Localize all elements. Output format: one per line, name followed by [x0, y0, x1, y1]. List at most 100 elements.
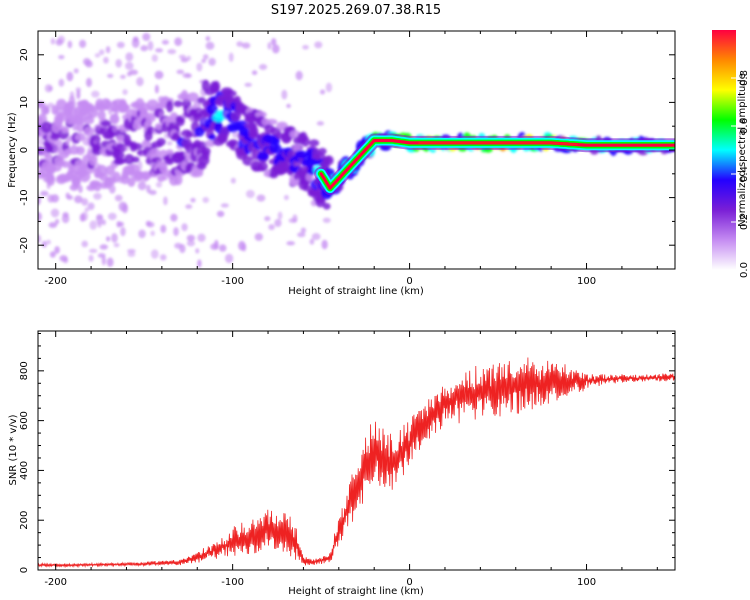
snr-frame [37, 330, 676, 571]
spectrogram-noise-cell [325, 82, 333, 93]
spectrogram-cell [324, 155, 334, 166]
spectrogram-noise-cell [50, 194, 60, 203]
spectrogram-noise-cell [245, 189, 255, 199]
spectrogram-noise-cell [160, 163, 167, 168]
spectrogram-noise-cell [38, 137, 45, 146]
spectrogram-noise-cell [316, 121, 325, 126]
spectrogram-cell [182, 98, 192, 109]
spectrogram-noise-cell [106, 257, 114, 268]
spectrogram-cell [168, 122, 180, 134]
spectrogram-cell [197, 96, 206, 104]
spectrogram-noise-cell [201, 58, 206, 64]
spectrogram-cell [132, 143, 143, 150]
spectrogram-noise-cell [154, 84, 159, 94]
spectrogram-noise-cell [167, 49, 177, 55]
snr-series-line [38, 357, 675, 569]
spectrogram-cell [184, 131, 193, 138]
spectrogram-cell [154, 122, 164, 130]
spectrogram-cell [114, 143, 127, 153]
spectrogram-ridge [314, 133, 675, 196]
spectrogram-noise-cell [58, 55, 65, 60]
spectrogram-noise-cell [93, 192, 102, 200]
spectrogram-noise-cell [292, 214, 298, 223]
y-tick-label: 0 [19, 567, 30, 573]
y-tick-label: 400 [19, 461, 30, 480]
x-tick-label: 0 [406, 276, 412, 287]
spectrogram-noise-cell [205, 41, 215, 50]
spectrogram-noise-cell [49, 251, 56, 258]
spectrogram-noise-cell [125, 52, 134, 62]
spectrogram-noise-cell [78, 185, 83, 194]
spectrogram-noise-cell [160, 224, 167, 234]
y-tick-label: -10 [19, 189, 30, 205]
spectrogram-noise-cell [99, 244, 109, 250]
spectrogram-cell [225, 90, 237, 97]
spectrogram-noise-cell [98, 49, 105, 56]
spectrogram-noise-cell [89, 248, 98, 253]
spectrogram-cell [97, 110, 106, 121]
spectrogram-noise-cell [58, 78, 65, 87]
spectrogram-cell [104, 99, 112, 111]
spectrogram-noise-cell [89, 220, 97, 230]
spectrogram-noise-cell [286, 103, 291, 108]
spectrogram-cell [124, 153, 135, 165]
spectrogram-noise-cell [138, 229, 146, 239]
spectrogram-noise-cell [38, 211, 42, 222]
snr-y-axis: 0 200 400 600 800 [19, 332, 675, 573]
snr-panel: -200 -100 0 100 0 200 400 600 800 Height of str… [8, 330, 676, 597]
colorbar-gradient [712, 30, 736, 270]
spectrogram-noise-cell [131, 38, 140, 48]
spectrogram-noise-cell [268, 224, 275, 231]
spectrogram-noise-cell [314, 41, 323, 49]
spectrogram-noise-cell [107, 73, 114, 78]
spectrogram-noise-cell [283, 194, 289, 201]
spectrogram-noise-cell [57, 35, 65, 44]
spectrogram-cell [119, 104, 131, 111]
spectrogram-cell [90, 134, 101, 145]
spectrogram-noise-cell [107, 212, 117, 221]
y-tick-label: 600 [19, 411, 30, 430]
spectrogram-noise-cell [185, 204, 193, 209]
spectrogram-cell [255, 111, 267, 118]
spectrogram-cell [208, 133, 216, 141]
spectrogram-cell [112, 151, 125, 160]
snr-line-group [38, 357, 675, 569]
spectrogram-noise-cell [103, 56, 109, 64]
spectrogram-cell [100, 120, 112, 127]
spectrogram-noise-cell [101, 219, 107, 226]
spectrogram-noise-cell [105, 46, 111, 54]
spectrogram-cell [75, 132, 86, 142]
spectrogram-cell [308, 139, 320, 147]
spectrogram-cell [44, 153, 53, 162]
spectrogram-noise-cell [91, 105, 96, 113]
x-tick-label: 100 [577, 577, 596, 588]
spectrogram-noise-cell [267, 42, 272, 50]
spectrogram-noise-cell [305, 173, 314, 182]
spectrogram-cell [201, 79, 210, 92]
spectrogram-noise-cell [81, 198, 89, 206]
spectrogram-noise-cell [85, 77, 92, 88]
spectrogram-noise-cell [230, 177, 236, 184]
spectrogram-noise-cell [174, 37, 183, 47]
spectrogram-noise-cell [195, 248, 200, 254]
spectrogram-noise-cell [120, 226, 126, 237]
spectrogram-cell [322, 202, 331, 210]
spectrogram-noise-cell [48, 86, 53, 91]
spectrogram-noise-cell [218, 244, 227, 252]
spectrogram-noise-cell [140, 45, 148, 52]
spectrogram-noise-cell [321, 239, 328, 250]
spectrogram-noise-cell [93, 140, 98, 145]
spectrogram-noise-cell [186, 240, 196, 247]
spectrogram-noise-cell [85, 60, 93, 68]
spectrogram-noise-cell [322, 217, 331, 223]
spectrogram-noise-cell [185, 73, 193, 79]
spectrogram-noise-cell [170, 213, 178, 222]
spectrogram-noise-cell [97, 220, 102, 228]
spectrogram-noise-cell [155, 181, 163, 188]
colorbar: 0.0 0.2 0.4 0.6 0.8 Normalized spectral ampl… [712, 30, 750, 278]
spectrogram-noise-cell [69, 91, 75, 99]
spectrogram-cell [265, 118, 278, 125]
spectrogram-noise-cell [122, 89, 128, 96]
spectrogram-noise-cell [186, 234, 196, 242]
spectrogram-cell [204, 140, 216, 147]
